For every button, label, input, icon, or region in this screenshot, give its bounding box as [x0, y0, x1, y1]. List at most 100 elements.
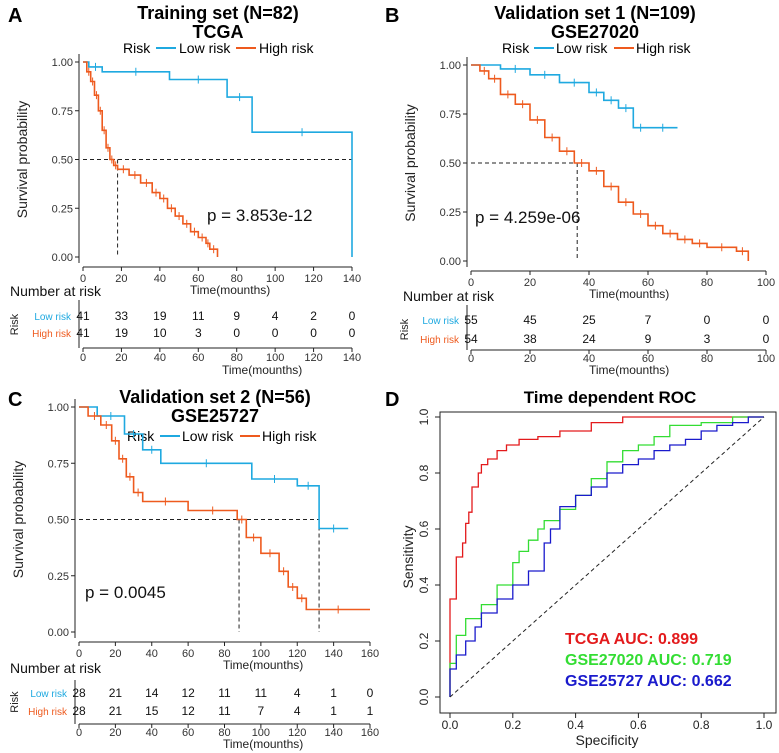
survival-curve-high	[471, 64, 750, 261]
risk-count-high: 54	[464, 332, 478, 346]
risk-count-high: 0	[763, 332, 770, 346]
risk-x-tick-label: 100	[252, 727, 270, 739]
survival-curve-low	[83, 61, 353, 257]
risk-count-low: 9	[233, 309, 240, 323]
risk-x-tick-label: 20	[524, 353, 536, 365]
y-tick-label: 0.25	[440, 207, 461, 219]
y-tick-label: 0.75	[440, 109, 461, 121]
x-tick-label: 100	[757, 277, 775, 289]
risk-count-high: 24	[582, 332, 596, 346]
risk-count-low: 11	[192, 309, 205, 323]
risk-count-low: 28	[72, 686, 86, 700]
roc-curve-tcga	[449, 416, 764, 697]
auc-label-tcga: TCGA AUC: 0.899	[565, 631, 698, 648]
risk-axis-label: Risk	[399, 318, 411, 340]
y-axis-label: Survival probability	[14, 101, 30, 219]
y-axis-label: Survival probability	[402, 104, 418, 222]
x-tick-label: 0.4	[567, 718, 584, 732]
risk-x-tick-label: 100	[266, 352, 284, 364]
risk-x-tick-label: 80	[701, 353, 713, 365]
y-tick-label: 0.4	[417, 576, 431, 593]
y-tick-label: 0.25	[48, 571, 69, 583]
y-tick-label: 0.25	[52, 203, 73, 215]
panel-c-subtitle: GSE25727	[171, 406, 259, 426]
y-tick-label: 0.50	[440, 158, 461, 170]
risk-row-high-label: High risk	[32, 329, 72, 340]
x-axis-label: Specificity	[575, 732, 638, 748]
risk-count-high: 15	[145, 704, 159, 718]
panel-letter-c: C	[8, 389, 22, 411]
x-tick-label: 0	[76, 648, 82, 660]
x-axis-label: Time(mounths)	[589, 287, 669, 301]
x-tick-label: 20	[115, 273, 127, 285]
risk-count-high: 21	[109, 704, 123, 718]
legend-high-label: High risk	[259, 40, 314, 56]
y-tick-label: 0.6	[417, 520, 431, 537]
risk-x-tick-label: 120	[288, 727, 306, 739]
risk-count-low: 19	[153, 309, 167, 323]
risk-x-tick-label: 60	[192, 352, 204, 364]
roc-plot: 0.0 0.2 0.4 0.6 0.8 1.0 0.0 0.2 0.4 0.6 0.8 1.0 Spec…	[400, 408, 777, 748]
legend-low-label: Low risk	[556, 40, 608, 56]
risk-x-tick-label: 20	[115, 352, 127, 364]
legend-title: Risk	[123, 40, 151, 56]
risk-count-high: 3	[195, 326, 202, 340]
risk-count-low: 11	[255, 686, 268, 700]
risk-count-low: 33	[115, 309, 129, 323]
legend-high-label: High risk	[636, 40, 691, 56]
risk-count-high: 1	[367, 704, 374, 718]
risk-count-low: 2	[310, 309, 317, 323]
x-tick-label: 0.0	[442, 718, 459, 732]
x-tick-label: 80	[231, 273, 243, 285]
risk-axis-label: Risk	[9, 313, 21, 335]
auc-label-gse27020: GSE27020 AUC: 0.719	[565, 652, 732, 669]
risk-count-low: 45	[523, 313, 537, 327]
x-tick-label: 60	[192, 273, 204, 285]
x-axis-label: Time(mounths)	[190, 283, 270, 297]
auc-label-gse25727: GSE25727 AUC: 0.662	[565, 673, 732, 690]
x-tick-label: 60	[182, 648, 194, 660]
risk-count-high: 12	[181, 704, 195, 718]
risk-x-tick-label: 40	[583, 353, 595, 365]
legend-c: Risk Low risk High risk	[127, 428, 317, 444]
x-tick-label: 120	[288, 648, 306, 660]
risk-row-low-label: Low risk	[30, 689, 68, 700]
x-tick-label: 60	[642, 277, 654, 289]
x-tick-label: 40	[583, 277, 595, 289]
risk-count-low: 4	[272, 309, 279, 323]
risk-x-tick-label: 60	[642, 353, 654, 365]
x-tick-label: 0	[468, 277, 474, 289]
risk-count-low: 41	[76, 309, 90, 323]
y-tick-label: 0.75	[52, 106, 73, 118]
panel-a-subtitle: TCGA	[193, 22, 244, 42]
risk-row-high-label: High risk	[420, 335, 460, 346]
risk-count-high: 9	[645, 332, 652, 346]
y-tick-label: 1.00	[52, 57, 73, 69]
risk-x-tick-label: 40	[146, 727, 158, 739]
panel-a-title: Training set (N=82)	[137, 3, 299, 23]
x-tick-label: 40	[146, 648, 158, 660]
risk-count-high: 10	[153, 326, 167, 340]
panel-c-title: Validation set 2 (N=56)	[119, 387, 311, 407]
risk-x-tick-label: 80	[231, 352, 243, 364]
p-value: p = 0.0045	[85, 583, 166, 602]
y-tick-label: 0.50	[52, 155, 73, 167]
x-tick-label: 20	[109, 648, 121, 660]
y-tick-label: 1.00	[48, 402, 69, 414]
risk-x-tick-label: 0	[76, 727, 82, 739]
risk-count-high: 11	[218, 704, 231, 718]
x-tick-label: 140	[324, 648, 342, 660]
x-tick-label: 0.8	[693, 718, 710, 732]
x-tick-label: 1.0	[756, 718, 773, 732]
risk-count-low: 12	[181, 686, 195, 700]
x-tick-label: 0	[80, 273, 86, 285]
risk-x-tick-label: 20	[109, 727, 121, 739]
panel-b-title: Validation set 1 (N=109)	[494, 3, 696, 23]
y-tick-label: 0.75	[48, 458, 69, 470]
legend-high-label: High risk	[262, 428, 317, 444]
risk-count-low: 11	[218, 686, 231, 700]
x-tick-label: 120	[304, 273, 322, 285]
risk-count-high: 0	[310, 326, 317, 340]
risk-count-low: 0	[349, 309, 356, 323]
